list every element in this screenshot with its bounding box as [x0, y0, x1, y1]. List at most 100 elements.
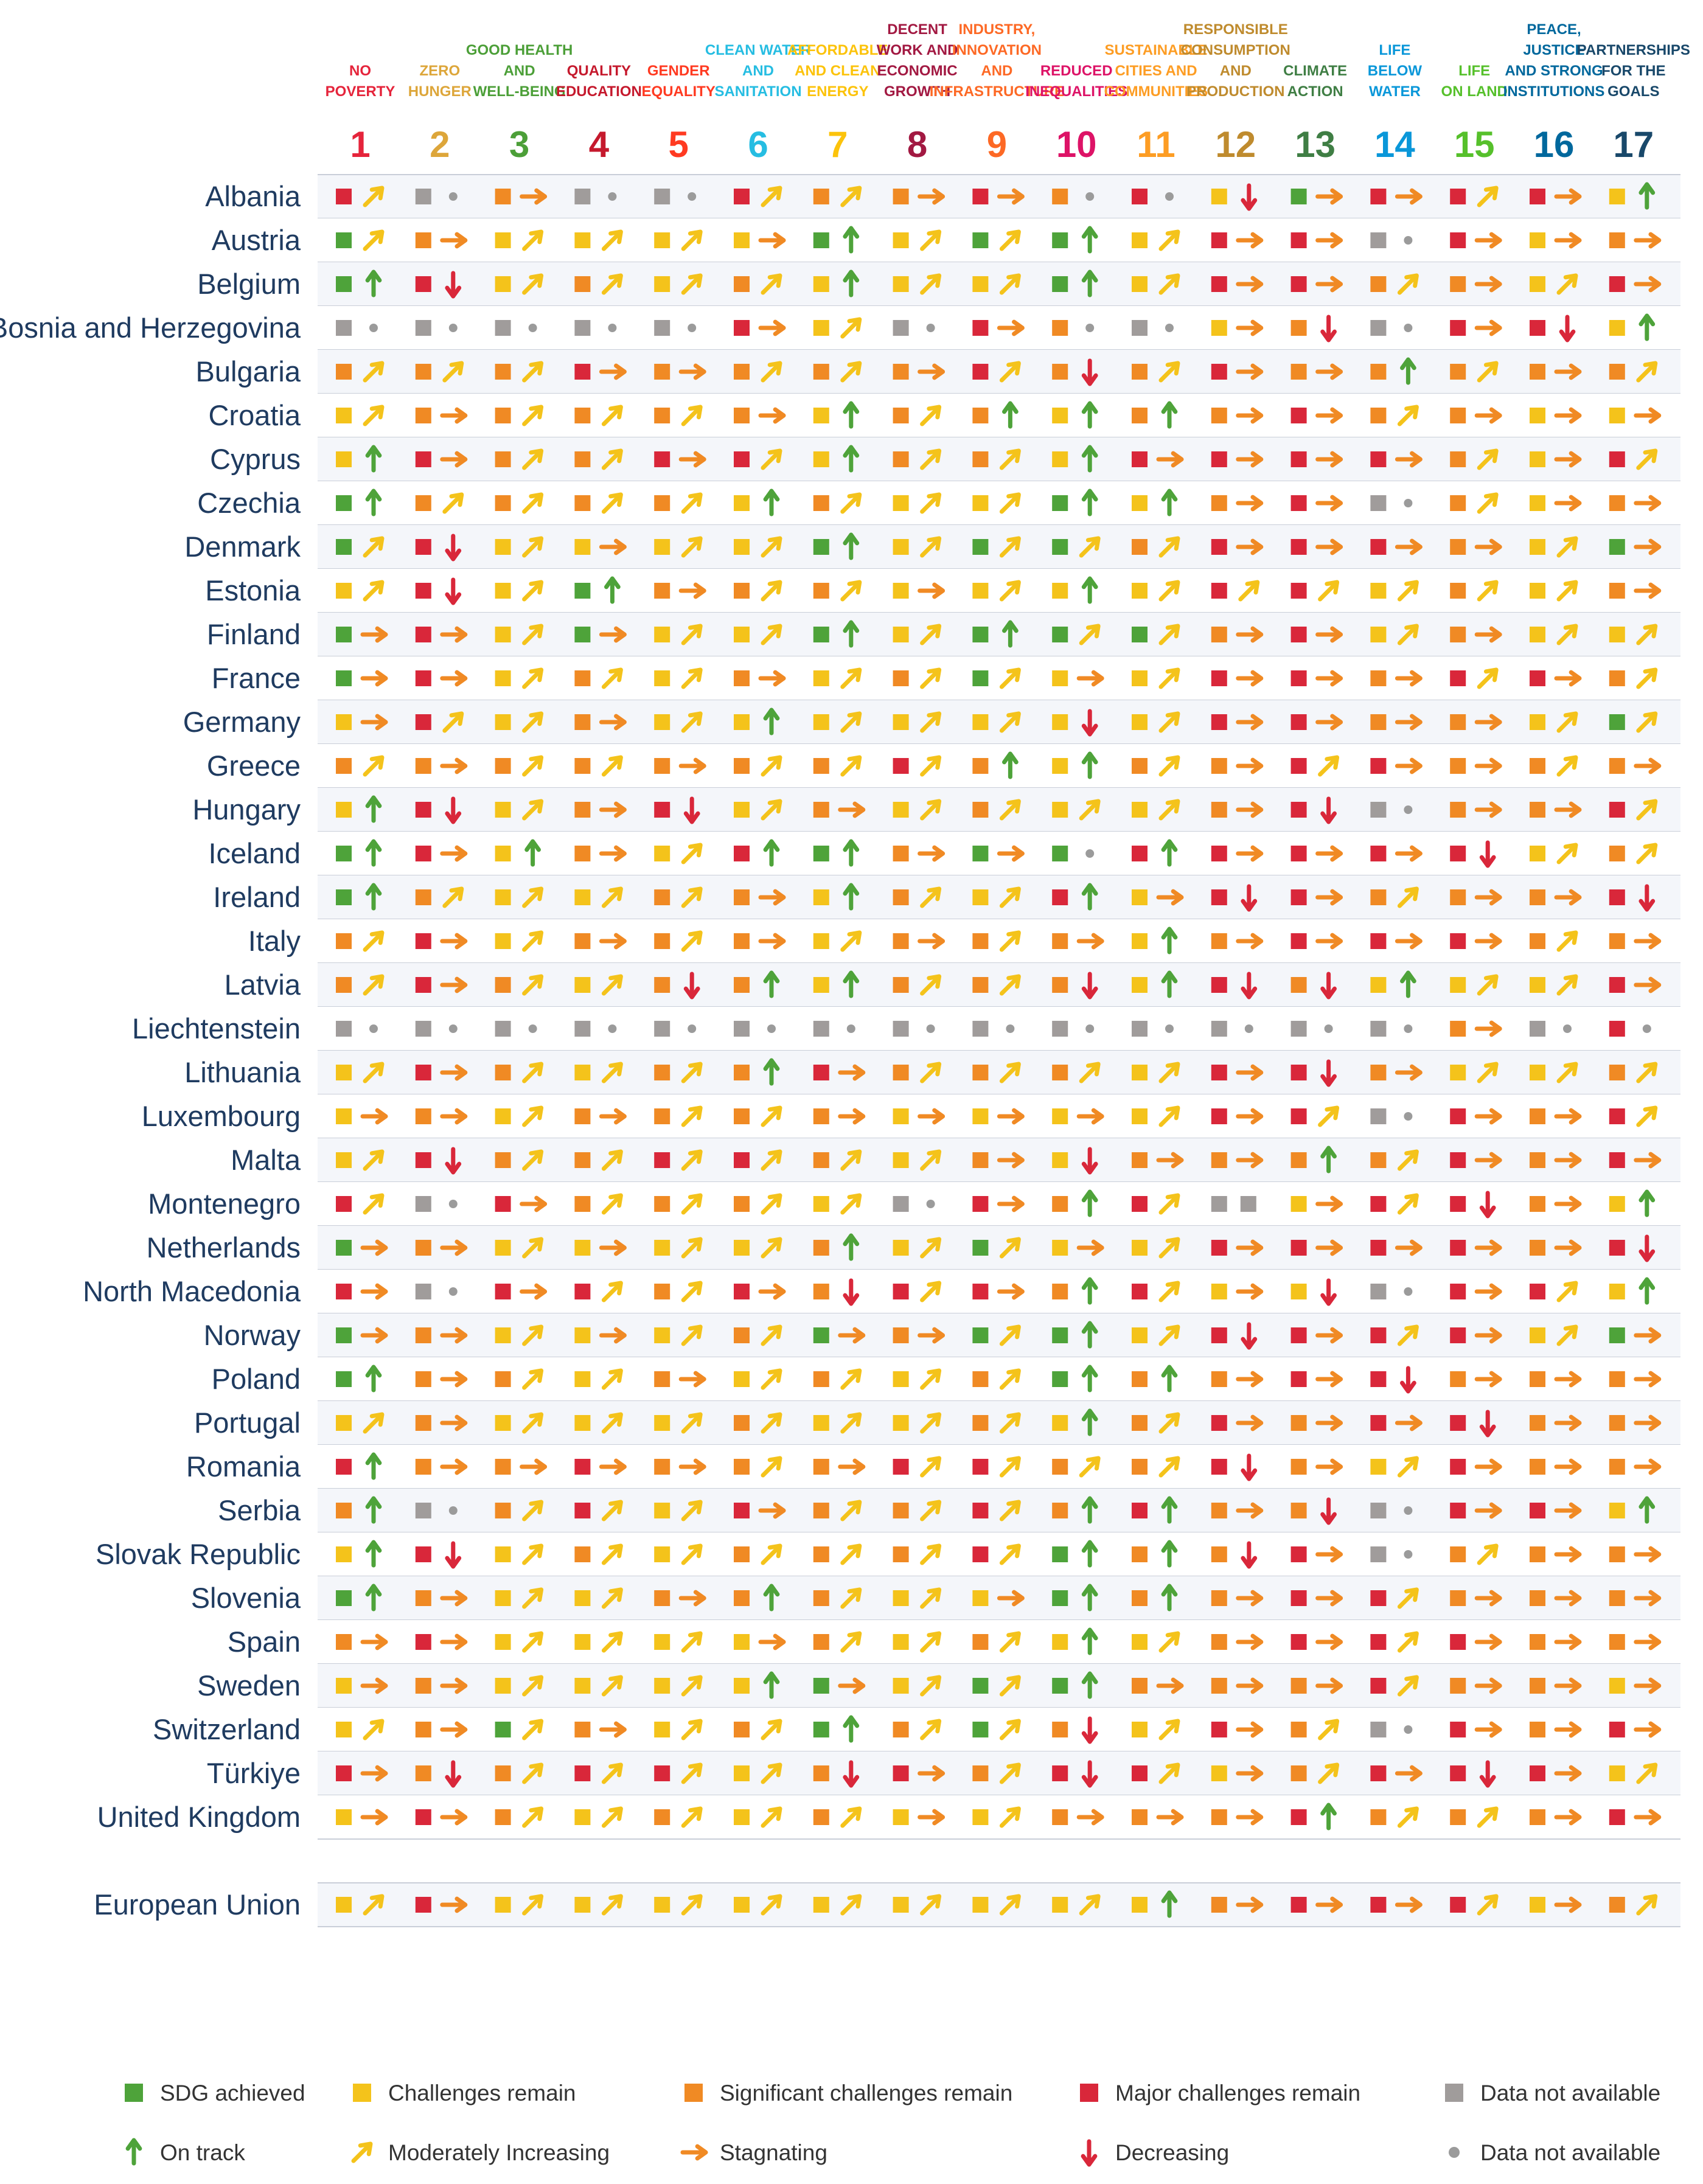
table-cell [1211, 884, 1258, 912]
trend-dot-no-data [1165, 324, 1174, 332]
legend-down-arrow-icon [1081, 2139, 1098, 2167]
status-square-challenges [893, 802, 909, 818]
table-cell [336, 974, 385, 996]
trend-diagonal-arrow-icon [999, 1237, 1021, 1259]
table-cell [336, 270, 382, 297]
trend-right-arrow-icon [1236, 1239, 1264, 1256]
status-square-significant [1450, 451, 1466, 467]
trend-diagonal-arrow-icon [920, 1368, 942, 1390]
trend-up-arrow-icon [843, 970, 860, 998]
status-square-significant [415, 889, 431, 905]
status-square-no-data [734, 1021, 750, 1037]
status-square-significant [654, 1590, 670, 1606]
status-square-major [1370, 451, 1387, 467]
status-square-significant [415, 1590, 431, 1606]
status-square-challenges [495, 802, 511, 818]
table-cell [1290, 1239, 1343, 1256]
table-cell [1530, 711, 1578, 733]
status-square-challenges [1530, 451, 1545, 467]
goal-title-line: AND [981, 63, 1012, 79]
status-square-challenges [1530, 583, 1545, 599]
table-cell [734, 1456, 782, 1478]
table-cell [1530, 1021, 1572, 1037]
table-cell [972, 1456, 1021, 1478]
status-square-significant [893, 1327, 909, 1343]
status-square-achieved [813, 539, 829, 555]
trend-diagonal-arrow-icon [761, 1149, 782, 1171]
trend-right-arrow-icon [1236, 757, 1264, 774]
table-cell [813, 1368, 862, 1390]
status-square-challenges [654, 1678, 670, 1694]
status-square-major [336, 1765, 352, 1781]
status-square-major [336, 189, 352, 204]
status-square-major [1370, 758, 1387, 774]
status-square-significant [654, 583, 670, 599]
table-cell [336, 1452, 382, 1480]
goal-title-line: POVERTY [326, 83, 395, 100]
table-cell [813, 620, 860, 648]
status-square-challenges [1132, 714, 1148, 730]
status-square-challenges [1530, 1897, 1545, 1913]
table-cell [1450, 714, 1502, 731]
country-label: Netherlands [147, 1231, 301, 1264]
trend-right-arrow-icon [440, 670, 468, 687]
country-label: Czechia [197, 487, 301, 519]
status-square-challenges [1132, 583, 1148, 599]
status-square-major [654, 451, 670, 467]
trend-right-arrow-icon [1634, 495, 1662, 512]
trend-down-arrow-icon [445, 1760, 462, 1788]
table-cell [1052, 709, 1098, 737]
trend-diagonal-arrow-icon [999, 1894, 1021, 1916]
table-cell [1530, 1546, 1582, 1563]
status-square-major [1211, 1065, 1227, 1080]
trend-diagonal-arrow-icon [999, 273, 1021, 295]
table-cell [734, 232, 786, 249]
status-square-no-data [1370, 1108, 1387, 1124]
status-square-major [1450, 1722, 1466, 1737]
table-cell [495, 492, 544, 514]
status-square-challenges [972, 889, 989, 905]
status-square-challenges [495, 1634, 511, 1650]
table-cell [574, 755, 623, 777]
status-square-significant [415, 1327, 431, 1343]
trend-dot-no-data [369, 324, 378, 332]
table-cell [1530, 1108, 1582, 1125]
status-square-significant [893, 889, 909, 905]
table-cell [734, 186, 782, 207]
status-square-significant [574, 495, 591, 511]
goal-title-line: AND [1220, 63, 1252, 79]
trend-right-arrow-icon [997, 1195, 1025, 1212]
goal-number: 15 [1454, 124, 1495, 165]
trend-right-arrow-icon [1474, 1283, 1502, 1300]
status-square-significant [654, 1459, 670, 1475]
table-cell [813, 1278, 860, 1306]
trend-right-arrow-icon [1315, 1546, 1343, 1563]
trend-right-arrow-icon [1474, 1239, 1502, 1256]
table-cell [1211, 972, 1258, 1000]
status-square-significant [734, 1327, 750, 1343]
trend-diagonal-arrow-icon [761, 1193, 782, 1215]
table-cell [972, 536, 1021, 558]
trend-dot-no-data [608, 324, 617, 332]
status-square-major [1450, 846, 1466, 861]
status-square-significant [1211, 802, 1227, 818]
status-square-major [1211, 451, 1227, 467]
trend-right-arrow-icon [1156, 1809, 1184, 1826]
table-cell [1450, 1191, 1496, 1219]
trend-right-arrow-icon [440, 1896, 468, 1913]
trend-diagonal-arrow-icon [840, 1412, 862, 1434]
row-background [318, 1751, 1680, 1795]
table-row: Bulgaria [196, 350, 1680, 394]
trend-right-arrow-icon [440, 1458, 468, 1475]
table-cell [495, 711, 544, 733]
trend-diagonal-arrow-icon [920, 799, 942, 821]
table-cell [1211, 714, 1264, 731]
status-square-challenges [734, 232, 750, 248]
status-square-challenges [734, 1765, 750, 1781]
trend-right-arrow-icon [1474, 1108, 1502, 1125]
trend-right-arrow-icon [360, 1239, 388, 1256]
table-cell [1609, 1809, 1662, 1826]
trend-diagonal-arrow-icon [999, 1062, 1021, 1083]
table-cell [1530, 1371, 1582, 1388]
trend-diagonal-arrow-icon [601, 1149, 623, 1171]
